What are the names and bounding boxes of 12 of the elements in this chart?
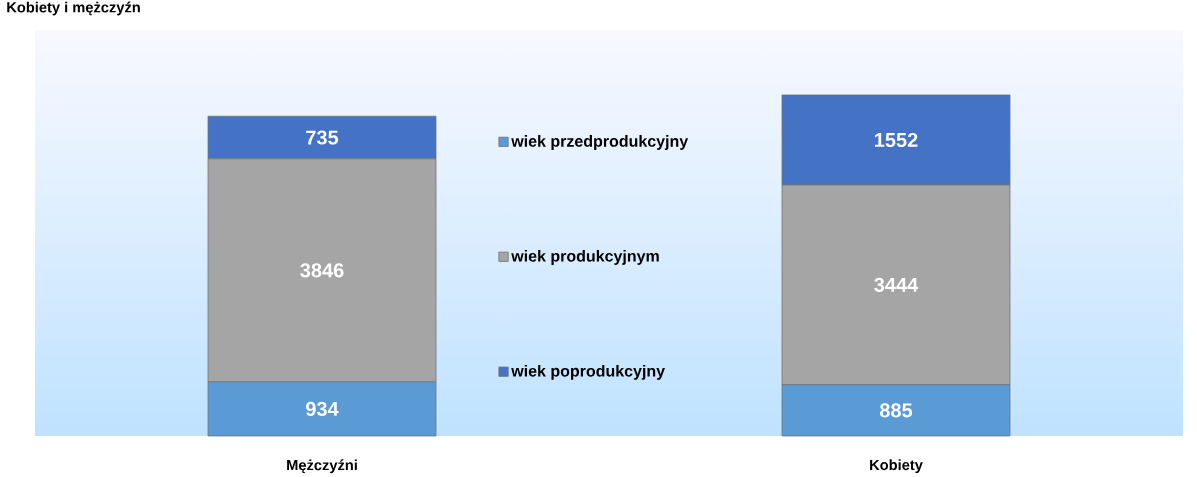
data-label: 735: [306, 130, 339, 145]
chart-title: Kobiety i mężczyźn: [7, 1, 140, 16]
legend-label: wiek przedprodukcyjny: [511, 135, 689, 150]
data-label: 3846: [300, 263, 344, 278]
x-tick-label: Mężczyźni: [287, 459, 357, 474]
data-label: 1552: [875, 132, 918, 148]
data-label: 3444: [874, 277, 919, 292]
legend-label: wiek poprodukcyjny: [511, 364, 665, 380]
data-label: 885: [879, 403, 913, 418]
legend-label: wiek produkcyjnym: [511, 249, 659, 265]
data-label: 934: [306, 401, 339, 417]
x-tick-label: Kobiety: [870, 459, 923, 474]
